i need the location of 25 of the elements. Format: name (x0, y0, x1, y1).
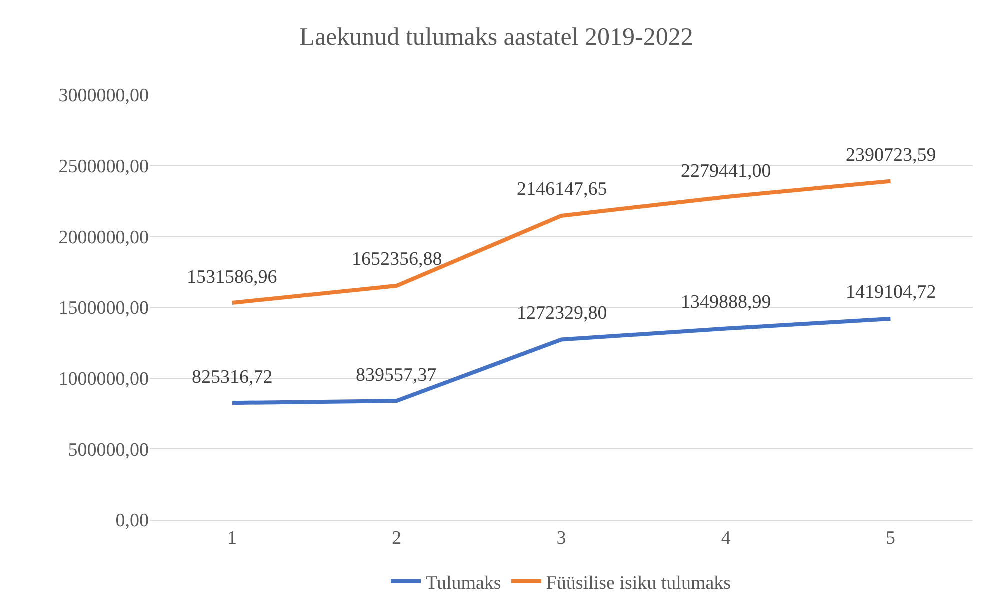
legend-label: Füüsilise isiku tulumaks (546, 572, 732, 594)
data-label: 839557,37 (356, 365, 437, 386)
y-tick-label: 1000000,00 (58, 368, 149, 390)
data-label: 2390723,59 (846, 145, 936, 166)
x-tick-label: 1 (228, 528, 238, 549)
data-label: 2279441,00 (681, 161, 772, 182)
data-label: 1652356,88 (352, 249, 442, 270)
y-tick-label: 1500000,00 (58, 298, 149, 320)
x-tick-label: 3 (556, 528, 566, 549)
x-tick-label: 2 (392, 528, 402, 549)
data-label: 825316,72 (192, 367, 273, 388)
y-tick-label: 2000000,00 (58, 227, 149, 248)
y-tick-label: 500000,00 (68, 440, 149, 461)
y-tick-label: 2500000,00 (58, 156, 149, 178)
y-tick-label: 0,00 (116, 510, 149, 532)
y-tick-label: 3000000,00 (58, 86, 149, 107)
chart-title: Laekunud tulumaks aastatel 2019-2022 (300, 24, 694, 52)
legend-label: Tulumaks (426, 572, 502, 594)
x-tick-label: 5 (886, 528, 896, 549)
x-tick-label: 4 (721, 528, 732, 549)
data-label: 1349888,99 (681, 292, 772, 313)
data-label: 1419104,72 (846, 282, 936, 303)
data-label: 1531586,96 (187, 267, 278, 288)
data-label: 1272329,80 (517, 303, 608, 324)
data-label: 2146147,65 (517, 179, 608, 200)
